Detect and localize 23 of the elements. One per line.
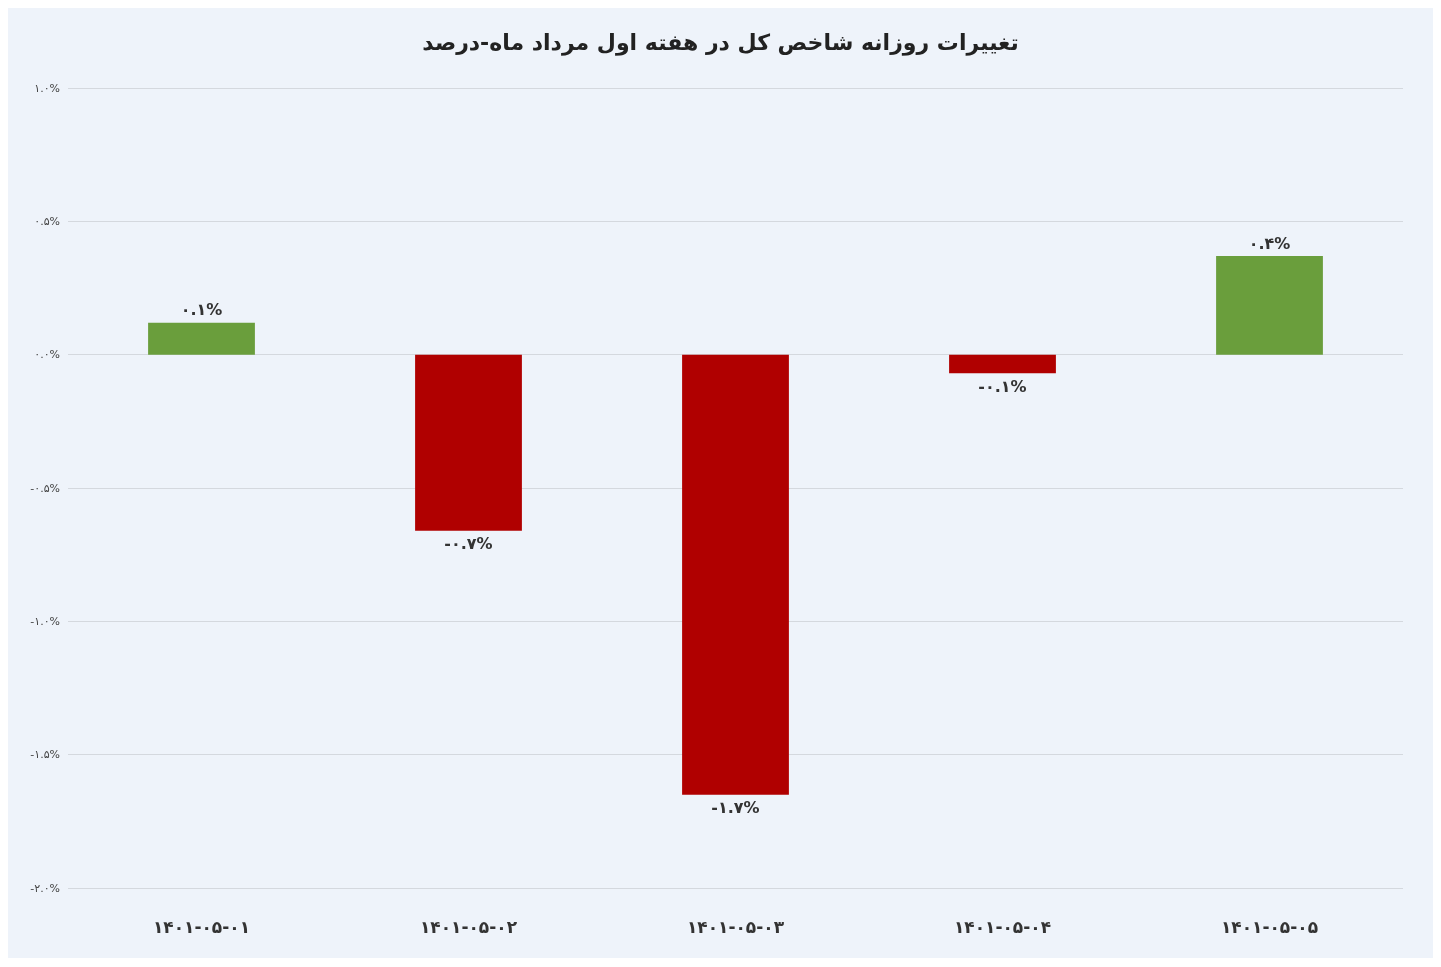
y-tick-label: ۰.۵%	[34, 214, 60, 228]
x-tick-label: ۱۴۰۱-۰۵-۰۱	[152, 916, 251, 937]
y-tick-label: -۰.۵%	[30, 481, 60, 495]
y-tick-label: ۱.۰%	[34, 81, 60, 95]
x-tick-label: ۱۴۰۱-۰۵-۰۵	[1220, 916, 1319, 937]
bar	[415, 354, 522, 531]
y-tick-label: -۲.۰%	[30, 881, 60, 895]
data-label: ۰.۱%	[180, 300, 223, 320]
x-tick-label: ۱۴۰۱-۰۵-۰۴	[953, 916, 1052, 937]
x-tick-label: ۱۴۰۱-۰۵-۰۳	[686, 916, 785, 937]
x-tick-label: ۱۴۰۱-۰۵-۰۲	[419, 916, 518, 937]
data-label: -۱.۷%	[711, 798, 760, 818]
y-tick-label: -۱.۰%	[30, 614, 60, 628]
bar	[148, 322, 255, 355]
data-label: ۰.۴%	[1248, 233, 1291, 253]
bar	[949, 354, 1056, 374]
chart-title: تغییرات روزانه شاخص کل در هفته اول مرداد ماه-درصد	[422, 29, 1019, 56]
bar	[1216, 256, 1323, 355]
y-tick-label: ۰.۰%	[34, 348, 60, 362]
data-label: -۰.۷%	[444, 534, 493, 554]
bar	[682, 354, 789, 795]
y-tick-label: -۱.۵%	[30, 748, 60, 762]
data-label: -۰.۱%	[978, 376, 1027, 396]
